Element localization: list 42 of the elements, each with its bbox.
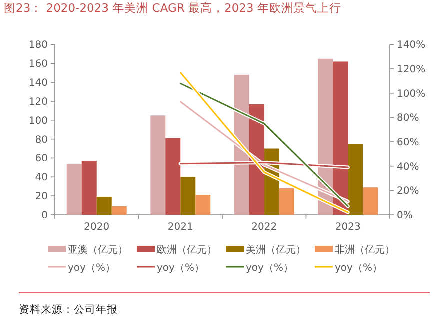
y-tick-label: 80 (35, 134, 48, 146)
bar (66, 164, 82, 215)
y2-tick-label: 60% (397, 138, 420, 149)
y-tick-label: 20 (35, 192, 48, 203)
bar (196, 195, 211, 215)
bar (150, 116, 166, 215)
y-tick-label: 140 (28, 78, 48, 90)
legend-label: yoy（%） (68, 263, 116, 274)
y-tick-label: 40 (35, 172, 48, 184)
legend-label: yoy（%） (335, 263, 382, 274)
x-tick-label: 2021 (168, 222, 194, 233)
bar (348, 144, 364, 215)
y2-tick-label: 40% (397, 162, 420, 173)
bar (180, 177, 196, 215)
legend-label: 欧洲（亿元） (157, 244, 217, 256)
y-tick-label: 60 (35, 154, 48, 165)
y-tick-label: 100 (28, 116, 48, 127)
y-tick-label: 120 (28, 96, 48, 108)
bar (96, 197, 112, 215)
x-tick-label: 2023 (335, 222, 361, 233)
y-tick-label: 160 (28, 59, 48, 70)
text: 资料来源：公司年报 (19, 303, 118, 316)
legend-label: yoy（%） (157, 263, 204, 274)
x-tick-label: 2022 (252, 222, 278, 233)
bar (279, 188, 294, 215)
chart-title: 图23： 2020-2023 年美洲 CAGR 最高，2023 年欧洲景气上行 (4, 1, 342, 15)
bar (363, 188, 378, 215)
bar (112, 206, 127, 215)
y2-tick-label: 80% (397, 113, 420, 124)
y2-tick-label: 0% (397, 210, 413, 222)
y2-tick-label: 120% (397, 64, 426, 76)
y2-tick-label: 20% (397, 186, 420, 198)
legend-label: yoy（%） (246, 263, 294, 274)
y-tick-label: 180 (28, 40, 48, 52)
legend-label: 非洲（亿元） (335, 244, 395, 256)
x-tick-label: 2020 (84, 222, 110, 233)
y-tick-label: 0 (42, 210, 48, 222)
bar (82, 161, 97, 215)
legend-label: 美洲（亿元） (246, 244, 306, 256)
legend-label: 亚澳（亿元） (68, 244, 128, 256)
y2-tick-label: 100% (397, 88, 426, 100)
y2-tick-label: 140% (397, 40, 426, 52)
